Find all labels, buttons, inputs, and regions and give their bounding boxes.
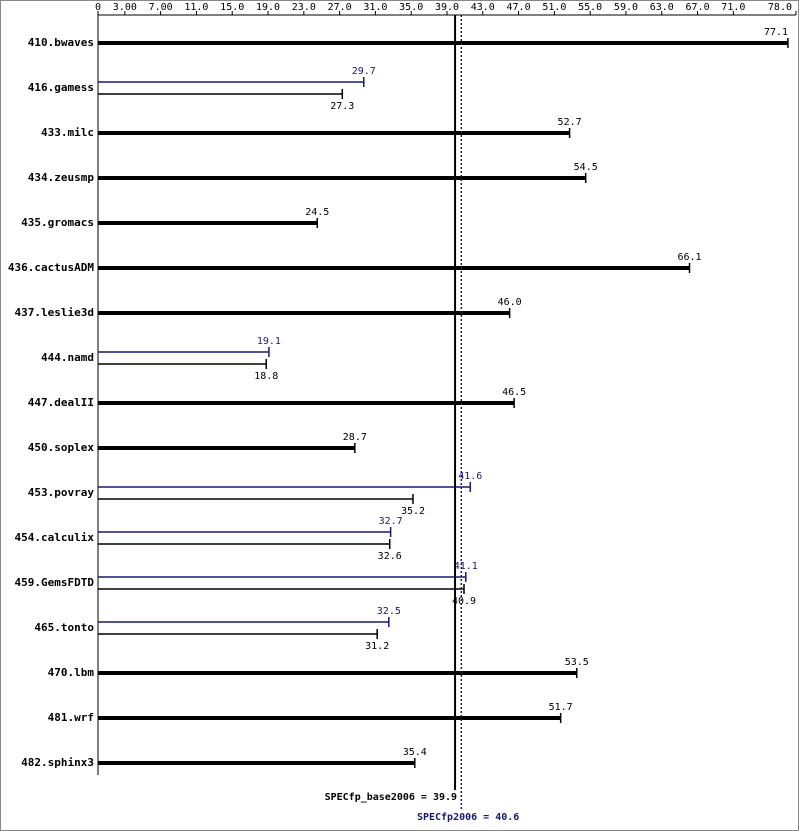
category-label: 459.GemsFDTD: [15, 576, 95, 589]
value-label: 31.2: [365, 641, 389, 652]
value-label: 66.1: [677, 252, 701, 263]
value-label: 41.6: [458, 471, 482, 482]
category-label: 447.dealII: [28, 396, 94, 409]
x-tick-label: 19.0: [256, 2, 280, 13]
x-tick-label: 39.0: [435, 2, 459, 13]
value-label: 53.5: [565, 657, 589, 668]
category-label: 482.sphinx3: [21, 756, 94, 769]
value-label: 40.9: [452, 596, 476, 607]
category-label: 433.milc: [41, 126, 94, 139]
category-label: 444.namd: [41, 351, 94, 364]
x-tick-label: 51.0: [542, 2, 566, 13]
category-label: 454.calculix: [15, 531, 95, 544]
category-label: 465.tonto: [34, 621, 94, 634]
category-label: 470.lbm: [48, 666, 95, 679]
value-label: 29.7: [352, 66, 376, 77]
value-label: 28.7: [343, 432, 367, 443]
value-label: 51.7: [549, 702, 573, 713]
value-label: 32.6: [378, 551, 402, 562]
x-tick-label: 31.0: [363, 2, 387, 13]
x-tick-label: 15.0: [220, 2, 244, 13]
x-tick-label: 78.0: [768, 2, 792, 13]
x-tick-label: 55.0: [578, 2, 602, 13]
category-label: 434.zeusmp: [28, 171, 95, 184]
category-label: 437.leslie3d: [15, 306, 94, 319]
x-tick-label: 63.0: [650, 2, 674, 13]
value-label: 35.2: [401, 506, 425, 517]
category-label: 436.cactusADM: [8, 261, 94, 274]
category-label: 453.povray: [28, 486, 95, 499]
category-label: 481.wrf: [48, 711, 94, 724]
x-tick-label: 11.0: [184, 2, 208, 13]
value-label: 52.7: [558, 117, 582, 128]
value-label: 24.5: [305, 207, 329, 218]
category-label: 416.gamess: [28, 81, 94, 94]
value-label: 46.0: [498, 297, 522, 308]
value-label: 27.3: [330, 101, 354, 112]
x-tick-label: 3.00: [113, 2, 137, 13]
value-label: 77.1: [764, 27, 788, 38]
category-label: 450.soplex: [28, 441, 95, 454]
x-tick-label: 43.0: [471, 2, 495, 13]
x-tick-label: 47.0: [507, 2, 531, 13]
value-label: 32.5: [377, 606, 401, 617]
category-label: 435.gromacs: [21, 216, 94, 229]
x-tick-label: 0: [95, 2, 101, 13]
value-label: 46.5: [502, 387, 526, 398]
reference-label: SPECfp2006 = 40.6: [417, 812, 519, 823]
x-tick-label: 27.0: [328, 2, 352, 13]
value-label: 41.1: [454, 561, 478, 572]
x-tick-label: 7.00: [149, 2, 173, 13]
category-label: 410.bwaves: [28, 36, 94, 49]
x-tick-label: 35.0: [399, 2, 423, 13]
value-label: 18.8: [254, 371, 278, 382]
x-tick-label: 23.0: [292, 2, 316, 13]
x-tick-label: 59.0: [614, 2, 638, 13]
value-label: 54.5: [574, 162, 598, 173]
value-label: 19.1: [257, 336, 281, 347]
value-label: 32.7: [379, 516, 403, 527]
x-tick-label: 67.0: [686, 2, 710, 13]
reference-label: SPECfp_base2006 = 39.9: [325, 792, 457, 803]
x-tick-label: 71.0: [721, 2, 745, 13]
value-label: 35.4: [403, 747, 427, 758]
